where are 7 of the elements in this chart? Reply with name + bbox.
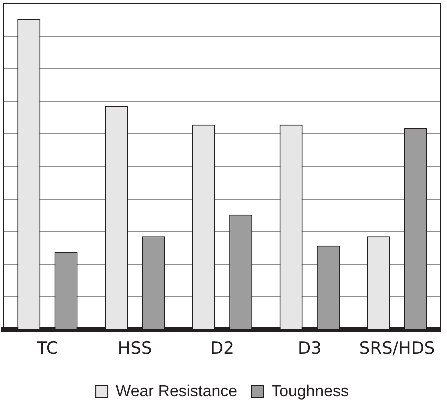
- legend-label: Toughness: [272, 383, 349, 400]
- x-tick-label: HSS: [118, 339, 152, 360]
- x-tick-label: TC: [36, 339, 58, 360]
- x-tick-label: SRS/HDS: [359, 339, 436, 360]
- x-tick-label: D3: [298, 339, 322, 360]
- x-tick-label: D2: [210, 339, 234, 360]
- legend-label: Wear Resistance: [116, 383, 238, 400]
